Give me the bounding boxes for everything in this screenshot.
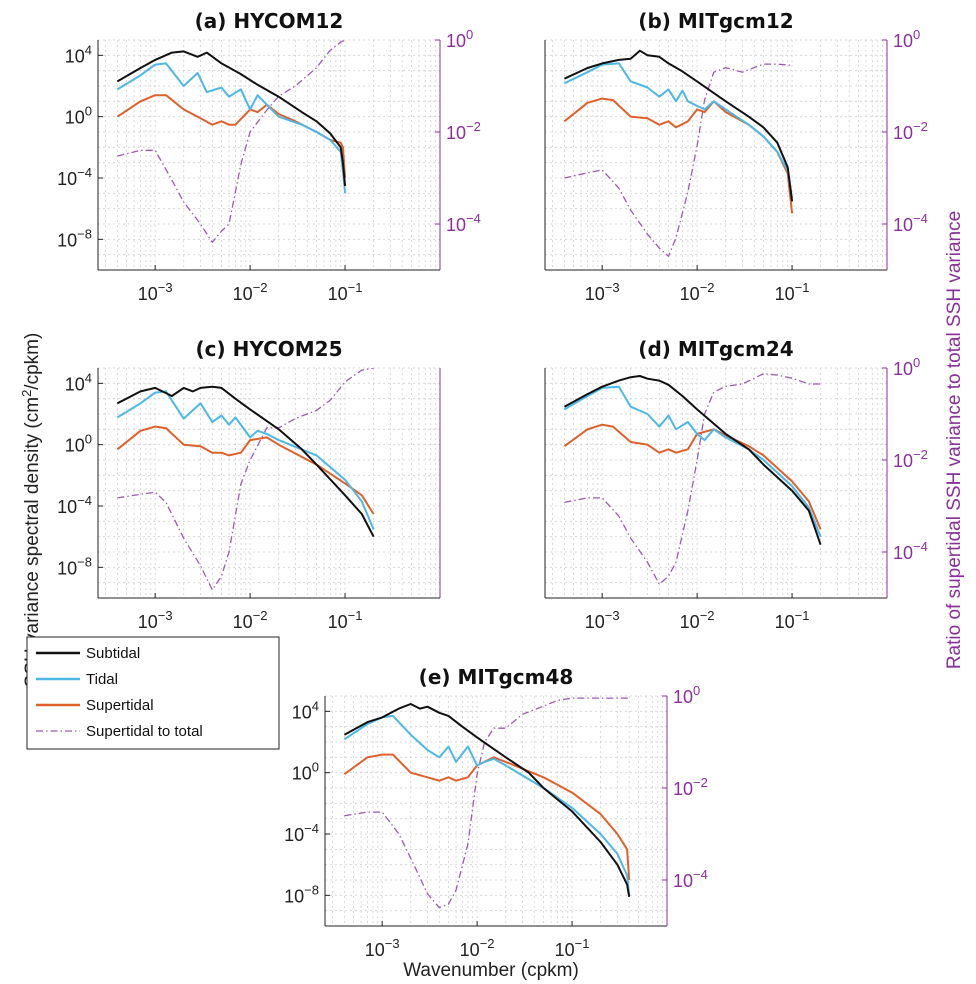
y-tick-label: 104	[65, 42, 92, 66]
x-tick-label: 10−3	[138, 280, 173, 304]
x-tick-label: 10−3	[585, 280, 620, 304]
series-line-subtidal	[563, 49, 794, 202]
panel-1: (a) HYCOM12 104 100 10−4 10−8 10−3 10−2 10−1 100…	[57, 9, 481, 304]
series-line-subtidal	[116, 50, 347, 187]
panel-4: (d) MITgcm24 10−3 10−2 10−1 100 10−2 10−4	[544, 337, 928, 632]
series-line-ratio	[564, 373, 821, 586]
series-line-supertidal	[343, 753, 631, 881]
y2-tick-label: 10−4	[893, 539, 928, 563]
x-tick-label: 10−1	[775, 280, 810, 304]
legend-label-ratio: Supertidal to total	[86, 723, 203, 740]
data-layer	[116, 40, 347, 244]
x-tick-label: 10−2	[233, 280, 268, 304]
series-line-supertidal	[563, 97, 794, 214]
y2-tick-label: 10−4	[446, 211, 481, 235]
panel-title: (e) MITgcm48	[419, 665, 574, 689]
y-tick-label: 10−8	[284, 882, 319, 906]
series-line-ratio	[117, 40, 346, 244]
x-tick-label: 10−3	[138, 608, 173, 632]
legend-box	[26, 636, 280, 750]
grid-horizontal	[98, 367, 440, 599]
panels-layer: (a) HYCOM12 104 100 10−4 10−8 10−3 10−2 10−1 100…	[57, 9, 928, 960]
data-layer	[563, 49, 794, 258]
panel-2: (b) MITgcm12 10−3 10−2 10−1 100 10−2 10−4	[544, 9, 928, 304]
panel-title: (b) MITgcm12	[638, 9, 793, 33]
x-tick-label: 10−1	[775, 608, 810, 632]
y2-tick-label: 10−4	[893, 211, 928, 235]
x-tick-label: 10−1	[328, 280, 363, 304]
grid-horizontal	[325, 695, 667, 927]
legend-label-tidal: Tidal	[86, 671, 118, 688]
grid-vertical	[332, 696, 664, 926]
series-line-ratio	[564, 63, 793, 258]
y-axis-label-main: SSH variance spectral density (cm	[22, 397, 43, 687]
series-line-tidal	[116, 62, 347, 194]
y2-tick-label: 100	[893, 355, 920, 379]
y-tick-label: 10−8	[57, 554, 92, 578]
series-line-ratio	[344, 697, 630, 909]
series-line-subtidal	[563, 375, 822, 546]
y-tick-label: 10−4	[57, 493, 92, 517]
y-tick-label: 100	[65, 432, 92, 456]
series-line-supertidal	[563, 423, 822, 530]
data-layer	[563, 373, 822, 586]
y-tick-label: 104	[65, 370, 92, 394]
panel-title: (d) MITgcm24	[638, 337, 793, 361]
data-layer	[343, 697, 631, 909]
y-axis-label: SSH variance spectral density (cm2/cpkm)	[19, 333, 43, 688]
x-tick-label: 10−1	[328, 608, 363, 632]
grid-vertical	[552, 368, 884, 598]
y-tick-label: 10−8	[57, 226, 92, 250]
x-tick-label: 10−2	[460, 936, 495, 960]
y-tick-label: 104	[292, 698, 319, 722]
series-line-supertidal	[116, 425, 375, 515]
panel-title: (a) HYCOM12	[195, 9, 344, 33]
x-tick-label: 10−1	[555, 936, 590, 960]
panel-5: (e) MITgcm48 104 100 10−4 10−8 10−3 10−2 10−1 10…	[284, 665, 708, 960]
y2-tick-label: 100	[673, 683, 700, 707]
panel-title: (c) HYCOM25	[195, 337, 342, 361]
y-axis-label-sup: 2	[19, 390, 34, 397]
series-line-subtidal	[116, 385, 375, 538]
y2-tick-label: 10−2	[446, 119, 481, 143]
y-tick-label: 10−4	[284, 821, 319, 845]
grid-vertical	[105, 368, 437, 598]
panel-3: (c) HYCOM25 104 100 10−4 10−8 10−3 10−2 10−1	[57, 337, 441, 632]
series-line-ratio	[117, 368, 374, 592]
y-tick-label: 100	[65, 104, 92, 128]
grid-horizontal	[545, 367, 887, 599]
series-line-tidal	[563, 62, 794, 199]
series-line-subtidal	[343, 703, 631, 897]
y2-tick-label: 10−4	[673, 867, 708, 891]
series-line-supertidal	[116, 94, 347, 179]
x-tick-label: 10−3	[365, 936, 400, 960]
grid-vertical	[552, 40, 884, 270]
data-layer	[116, 368, 375, 592]
x-tick-label: 10−2	[680, 280, 715, 304]
legend-label-supertidal: Supertidal	[86, 697, 154, 714]
legend-label-subtidal: Subtidal	[86, 645, 140, 662]
right-axis-label: Ratio of supertidal SSH variance to tota…	[944, 211, 965, 669]
y2-tick-label: 100	[893, 27, 920, 51]
legend: Subtidal Tidal Supertidal Supertidal to …	[26, 636, 280, 750]
y2-tick-label: 10−2	[893, 447, 928, 471]
x-tick-label: 10−2	[680, 608, 715, 632]
series-line-tidal	[343, 714, 631, 896]
x-tick-label: 10−2	[233, 608, 268, 632]
series-line-tidal	[563, 385, 822, 538]
x-tick-label: 10−3	[585, 608, 620, 632]
grid-vertical	[105, 40, 437, 270]
y-tick-label: 100	[292, 760, 319, 784]
y2-tick-label: 100	[446, 27, 473, 51]
y-axis-label-tail: /cpkm)	[22, 333, 43, 390]
grid-horizontal	[545, 39, 887, 271]
x-axis-label: Wavenumber (cpkm)	[403, 960, 579, 981]
y-tick-label: 10−4	[57, 165, 92, 189]
y2-tick-label: 10−2	[673, 775, 708, 799]
y2-tick-label: 10−2	[893, 119, 928, 143]
grid-horizontal	[98, 39, 440, 271]
